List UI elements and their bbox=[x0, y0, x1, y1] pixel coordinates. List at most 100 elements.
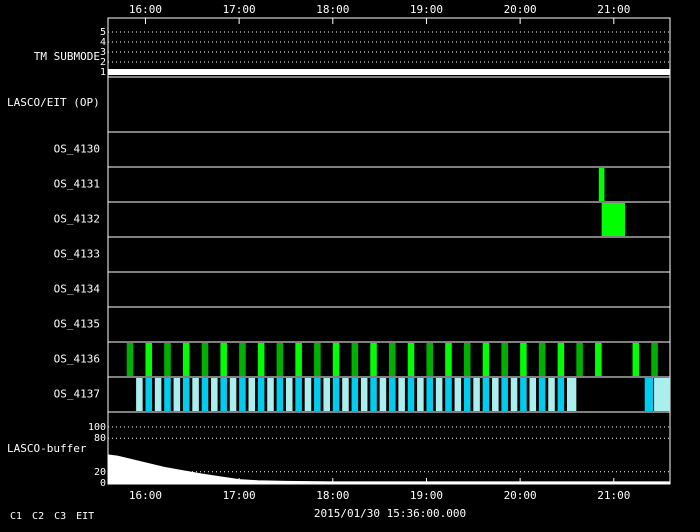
os-interval bbox=[211, 378, 218, 411]
os-interval bbox=[407, 343, 415, 376]
plot-frame bbox=[107, 17, 671, 485]
x-tick-label: 21:00 bbox=[597, 489, 630, 502]
row-label: OS_4137 bbox=[54, 388, 100, 401]
row-label: OS_4136 bbox=[54, 353, 100, 366]
os-interval bbox=[407, 378, 415, 411]
y-tick-label: 20 bbox=[94, 467, 106, 478]
y-tick-label: 2 bbox=[100, 57, 106, 68]
os-interval bbox=[654, 378, 670, 411]
date-label: 2015/01/30 15:36:00.000 bbox=[314, 507, 466, 520]
os-interval bbox=[445, 343, 452, 376]
submode-label: TM SUBMODE bbox=[34, 50, 100, 63]
legend-entry: EIT bbox=[76, 511, 94, 522]
os-interval bbox=[389, 343, 396, 376]
y-tick-label: 4 bbox=[100, 37, 106, 48]
os-interval bbox=[351, 343, 359, 376]
os-interval bbox=[501, 343, 508, 376]
os-interval bbox=[285, 378, 293, 411]
os-interval bbox=[463, 343, 471, 376]
os-interval bbox=[595, 343, 602, 376]
os-interval bbox=[332, 343, 340, 376]
os-interval bbox=[482, 343, 490, 376]
os-interval bbox=[267, 378, 274, 411]
os-interval bbox=[644, 378, 654, 411]
x-tick-label: 16:00 bbox=[129, 3, 162, 16]
os-interval bbox=[126, 343, 134, 376]
os-interval bbox=[576, 343, 583, 376]
os-interval bbox=[173, 378, 181, 411]
os-interval bbox=[473, 378, 480, 411]
os-interval bbox=[257, 343, 265, 376]
x-tick-label: 17:00 bbox=[223, 489, 256, 502]
os-interval bbox=[501, 378, 508, 411]
os-interval bbox=[136, 378, 143, 411]
os-interval bbox=[295, 343, 302, 376]
os-interval bbox=[601, 203, 626, 236]
os-interval bbox=[435, 378, 443, 411]
os-interval bbox=[276, 378, 284, 411]
os-interval bbox=[145, 343, 153, 376]
os-interval bbox=[398, 378, 405, 411]
os-interval bbox=[520, 343, 527, 376]
os-interval bbox=[598, 168, 605, 201]
x-tick-label: 19:00 bbox=[410, 3, 443, 16]
y-tick-label: 5 bbox=[100, 27, 106, 38]
os-interval bbox=[239, 343, 246, 376]
os-interval bbox=[632, 343, 640, 376]
os-interval bbox=[276, 343, 284, 376]
os-interval bbox=[463, 378, 471, 411]
y-tick-label: 80 bbox=[94, 433, 106, 444]
x-tick-label: 17:00 bbox=[223, 3, 256, 16]
os-interval bbox=[482, 378, 490, 411]
x-tick-label: 20:00 bbox=[504, 489, 537, 502]
os-interval bbox=[389, 378, 396, 411]
os-interval bbox=[314, 343, 321, 376]
os-interval bbox=[220, 343, 227, 376]
ops-label: LASCO/EIT (OP) bbox=[7, 96, 100, 109]
os-interval bbox=[426, 378, 434, 411]
legend-entry: C2 bbox=[32, 511, 44, 522]
x-tick-label: 19:00 bbox=[410, 489, 443, 502]
row-label: OS_4134 bbox=[54, 283, 101, 296]
row-label: OS_4131 bbox=[54, 178, 100, 191]
os-interval bbox=[192, 378, 199, 411]
y-tick-label: 0 bbox=[100, 478, 106, 489]
os-interval bbox=[370, 343, 377, 376]
os-interval bbox=[417, 378, 424, 411]
x-tick-label: 18:00 bbox=[316, 489, 349, 502]
os-interval bbox=[239, 378, 246, 411]
legend-entry: C3 bbox=[54, 511, 66, 522]
buffer-label: LASCO-buffer bbox=[7, 442, 87, 455]
os-interval bbox=[557, 378, 565, 411]
y-tick-label: 100 bbox=[88, 422, 106, 433]
buffer-area bbox=[107, 454, 671, 484]
os-interval bbox=[164, 378, 171, 411]
os-interval bbox=[323, 378, 330, 411]
os-interval bbox=[314, 378, 321, 411]
row-label: OS_4130 bbox=[54, 143, 100, 156]
x-tick-label: 16:00 bbox=[129, 489, 162, 502]
os-interval bbox=[651, 343, 658, 376]
legend-entry: C1 bbox=[10, 511, 22, 522]
os-interval bbox=[445, 378, 452, 411]
x-tick-label: 20:00 bbox=[504, 3, 537, 16]
os-interval bbox=[229, 378, 237, 411]
os-interval bbox=[342, 378, 349, 411]
os-interval bbox=[351, 378, 359, 411]
os-interval bbox=[182, 378, 190, 411]
os-interval bbox=[557, 343, 565, 376]
os-interval bbox=[426, 343, 434, 376]
os-interval bbox=[248, 378, 256, 411]
os-interval bbox=[492, 378, 499, 411]
row-label: OS_4132 bbox=[54, 213, 100, 226]
os-interval bbox=[154, 378, 162, 411]
os-interval bbox=[529, 378, 537, 411]
os-interval bbox=[257, 378, 265, 411]
os-interval bbox=[332, 378, 340, 411]
os-interval bbox=[538, 378, 546, 411]
os-interval bbox=[164, 343, 171, 376]
x-tick-label: 21:00 bbox=[597, 3, 630, 16]
os-interval bbox=[360, 378, 368, 411]
row-label: OS_4133 bbox=[54, 248, 100, 261]
